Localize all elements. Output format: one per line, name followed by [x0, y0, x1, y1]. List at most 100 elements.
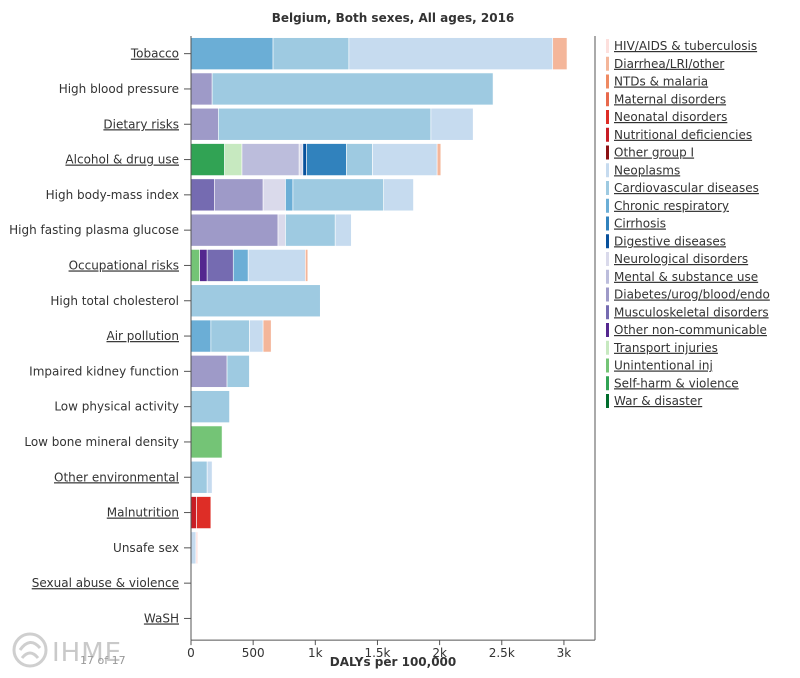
ihme-logo-text: IHME: [52, 638, 122, 668]
bar-segment-5-7[interactable]: [334, 213, 352, 247]
bar-segment-0-1[interactable]: [552, 37, 568, 70]
bar-segment-4-8[interactable]: [292, 178, 384, 212]
legend-swatch-5: [606, 127, 609, 142]
legend-item-12[interactable]: Neurological disorders: [614, 252, 748, 266]
bar-segment-0-8[interactable]: [272, 37, 350, 70]
bar-segment-3-7[interactable]: [372, 143, 438, 176]
page-indicator: 17 of 17: [80, 654, 126, 667]
category-label-13[interactable]: Malnutrition: [107, 506, 179, 520]
legend-swatch-19: [606, 376, 609, 391]
legend-item-14[interactable]: Diabetes/urog/blood/endo: [614, 288, 770, 302]
bar-segment-4-14[interactable]: [214, 178, 264, 212]
x-axis-title: DALYs per 100,000: [330, 655, 457, 669]
bar-segment-14-0[interactable]: [195, 531, 199, 565]
bar-segment-0-9[interactable]: [190, 37, 274, 70]
legend-item-10[interactable]: Cirrhosis: [614, 217, 666, 231]
bar-segment-2-14[interactable]: [190, 107, 219, 141]
bar-segment-4-7[interactable]: [383, 178, 414, 212]
category-label-3[interactable]: Alcohol & drug use: [65, 153, 179, 167]
category-label-11: Low bone mineral density: [24, 435, 179, 449]
legend-item-1[interactable]: Diarrhea/LRI/other: [614, 57, 724, 71]
category-label-16[interactable]: WaSH: [144, 611, 179, 625]
ihme-emblem-icon: [12, 632, 48, 668]
category-label-4: High body-mass index: [46, 188, 179, 202]
bar-segment-5-12[interactable]: [277, 213, 286, 247]
bar-segment-6-18[interactable]: [190, 249, 201, 282]
category-label-8[interactable]: Air pollution: [106, 329, 179, 343]
bar-segment-6-15[interactable]: [206, 249, 234, 282]
bar-segment-1-8[interactable]: [211, 72, 494, 106]
bar-segment-13-5[interactable]: [190, 496, 197, 529]
bar-segment-6-7[interactable]: [247, 249, 306, 282]
legend-swatch-0: [606, 39, 609, 53]
legend-item-6[interactable]: Other group I: [614, 146, 694, 160]
bar-segment-13-4[interactable]: [196, 496, 212, 529]
legend-item-8[interactable]: Cardiovascular diseases: [614, 181, 759, 195]
bar-segment-3-13[interactable]: [241, 143, 300, 176]
bar-segment-3-17[interactable]: [224, 143, 243, 176]
bar-segment-3-19[interactable]: [190, 143, 225, 176]
bar-segment-2-7[interactable]: [430, 107, 474, 141]
legend-swatch-12: [606, 252, 609, 266]
legend-swatch-14: [606, 287, 609, 302]
bar-segment-0-7[interactable]: [348, 37, 554, 70]
bar-segment-2-8[interactable]: [218, 107, 432, 141]
bar-segment-9-8[interactable]: [226, 355, 250, 388]
x-tick-label-1: 500: [242, 646, 265, 660]
bar-segment-14-7[interactable]: [190, 531, 197, 565]
category-label-15[interactable]: Sexual abuse & violence: [32, 576, 179, 590]
category-label-2[interactable]: Dietary risks: [103, 117, 179, 131]
bar-segment-5-8[interactable]: [285, 213, 336, 247]
bar-segment-12-7[interactable]: [206, 460, 213, 494]
bar-segment-6-1[interactable]: [305, 249, 309, 282]
legend-item-7[interactable]: Neoplasms: [614, 163, 680, 177]
bar-segment-6-9[interactable]: [232, 249, 249, 282]
legend-item-20[interactable]: War & disaster: [614, 394, 702, 408]
bar-segment-7-8[interactable]: [190, 284, 321, 318]
x-tick-label-0: 0: [187, 646, 195, 660]
bar-segment-4-15[interactable]: [190, 178, 215, 212]
bar-segment-6-16[interactable]: [199, 249, 208, 282]
legend-item-9[interactable]: Chronic respiratory: [614, 199, 729, 213]
bar-segment-3-10[interactable]: [306, 143, 347, 176]
bar-segment-1-14[interactable]: [190, 72, 213, 106]
legend-item-17[interactable]: Transport injuries: [613, 341, 718, 355]
bar-segment-8-1[interactable]: [262, 319, 272, 353]
bar-segment-11-18[interactable]: [190, 425, 223, 459]
legend-item-5[interactable]: Nutritional deficiencies: [614, 128, 752, 142]
legend-item-18[interactable]: Unintentional inj: [614, 359, 713, 373]
bar-segment-4-12[interactable]: [262, 178, 286, 212]
bar-segment-3-8[interactable]: [346, 143, 373, 176]
category-label-1: High blood pressure: [59, 82, 179, 96]
legend-swatch-3: [606, 92, 609, 107]
legend-swatch-6: [606, 145, 609, 160]
legend-swatch-2: [606, 74, 609, 89]
ihme-logo: IHME: [12, 632, 122, 668]
legend-item-0[interactable]: HIV/AIDS & tuberculosis: [614, 39, 757, 53]
legend-item-3[interactable]: Maternal disorders: [614, 92, 726, 106]
legend-item-16[interactable]: Other non-communicable: [614, 323, 767, 337]
bar-segment-5-14[interactable]: [190, 213, 279, 247]
legend-swatch-10: [606, 216, 609, 231]
bar-segment-3-11[interactable]: [302, 143, 307, 176]
legend-item-13[interactable]: Mental & substance use: [614, 270, 758, 284]
bar-segment-3-12[interactable]: [298, 143, 304, 176]
category-label-0[interactable]: Tobacco: [130, 47, 179, 61]
legend-item-2[interactable]: NTDs & malaria: [614, 75, 708, 89]
bar-segment-12-8[interactable]: [190, 460, 208, 494]
bar-segment-9-14[interactable]: [190, 355, 228, 388]
bar-segment-8-8[interactable]: [210, 319, 250, 353]
bar-segment-4-9[interactable]: [285, 178, 294, 212]
x-tick-label-2: 1k: [308, 646, 323, 660]
category-label-14: Unsafe sex: [113, 541, 179, 555]
bar-segment-8-9[interactable]: [190, 319, 212, 353]
category-label-12[interactable]: Other environmental: [54, 470, 179, 484]
legend-item-19[interactable]: Self-harm & violence: [614, 376, 739, 390]
bar-segment-3-1[interactable]: [436, 143, 442, 176]
bar-segment-10-8[interactable]: [190, 390, 230, 423]
legend-item-11[interactable]: Digestive diseases: [614, 234, 726, 248]
category-label-6[interactable]: Occupational risks: [69, 258, 179, 272]
bar-segment-8-7[interactable]: [249, 319, 264, 353]
legend-item-15[interactable]: Musculoskeletal disorders: [614, 305, 769, 319]
legend-item-4[interactable]: Neonatal disorders: [614, 110, 727, 124]
